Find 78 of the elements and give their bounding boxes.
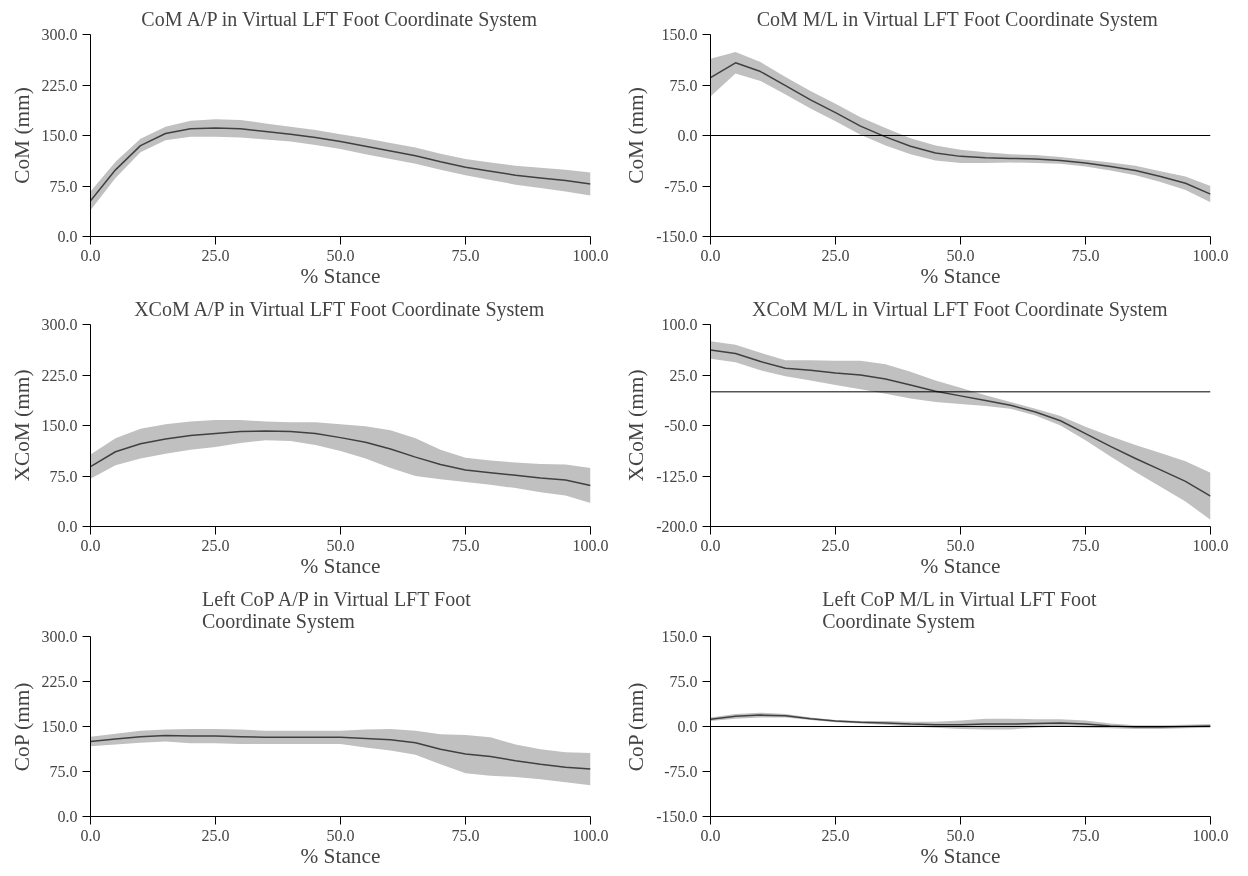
y-tick-label: -150.0	[656, 228, 698, 245]
x-tick-label: 100.0	[572, 246, 609, 264]
y-axis-title: XCoM (mm)	[9, 369, 34, 482]
x-tick-label: 25.0	[201, 536, 230, 554]
y-tick-label: -75.0	[664, 763, 698, 780]
x-tick-label: 50.0	[326, 826, 355, 844]
y-tick-label: -50.0	[664, 417, 698, 434]
x-axis-title: % Stance	[920, 263, 1001, 288]
x-tick-label: 50.0	[326, 246, 355, 264]
x-tick-label: 25.0	[201, 246, 230, 264]
x-tick-label: 25.0	[821, 536, 850, 554]
x-axis-title: % Stance	[920, 553, 1001, 578]
y-tick-label: 150.0	[661, 26, 698, 43]
y-tick-label: 0.0	[57, 228, 78, 245]
x-tick-label: 50.0	[326, 536, 355, 554]
y-axis-title: CoP (mm)	[624, 682, 649, 772]
y-tick-label: 0.0	[57, 518, 78, 535]
x-axis-title: % Stance	[300, 263, 381, 288]
x-tick-label: 0.0	[80, 536, 101, 554]
x-tick-label: 0.0	[700, 246, 721, 264]
x-tick-label: 100.0	[1192, 536, 1229, 554]
x-tick-label: 100.0	[572, 536, 609, 554]
x-tick-label: 100.0	[1192, 246, 1229, 264]
y-tick-label: 75.0	[669, 673, 698, 690]
x-tick-label: 0.0	[700, 826, 721, 844]
y-tick-label: -125.0	[656, 467, 698, 485]
y-tick-label: 75.0	[49, 467, 78, 485]
y-tick-label: -75.0	[664, 177, 698, 195]
y-tick-label: 150.0	[41, 718, 78, 735]
x-tick-label: 25.0	[821, 826, 850, 844]
x-axis-title: % Stance	[920, 843, 1001, 868]
y-tick-label: 225.0	[41, 76, 78, 94]
x-tick-label: 0.0	[80, 246, 101, 264]
chart-title: XCoM A/P in Virtual LFT Foot Coordinate System	[134, 297, 545, 321]
x-axis-title: % Stance	[300, 553, 381, 578]
y-tick-label: -150.0	[656, 808, 698, 825]
y-tick-label: 0.0	[677, 127, 698, 144]
chart-title: CoM M/L in Virtual LFT Foot Coordinate System	[756, 7, 1159, 31]
y-tick-label: 0.0	[57, 808, 78, 825]
y-tick-label: 100.0	[661, 316, 698, 333]
y-tick-label: 0.0	[677, 718, 698, 735]
y-axis-title: CoP (mm)	[9, 682, 34, 772]
chart-title: CoM A/P in Virtual LFT Foot Coordinate System	[141, 7, 538, 31]
y-tick-label: 150.0	[41, 417, 78, 434]
x-tick-label: 75.0	[1071, 536, 1100, 554]
y-axis-title: CoM (mm)	[9, 87, 34, 184]
chart-title: XCoM M/L in Virtual LFT Foot Coordinate System	[751, 297, 1169, 321]
x-tick-label: 50.0	[946, 246, 975, 264]
y-tick-label: 300.0	[41, 316, 78, 333]
y-tick-label: 300.0	[41, 628, 78, 645]
chart-title: Left CoP M/L in Virtual LFT Foot Coordinate System	[822, 587, 1098, 633]
x-tick-label: 50.0	[946, 826, 975, 844]
x-tick-label: 0.0	[80, 826, 101, 844]
y-tick-label: 75.0	[49, 177, 78, 195]
x-tick-label: 50.0	[946, 536, 975, 554]
x-tick-label: 75.0	[451, 536, 480, 554]
y-axis-title: CoM (mm)	[624, 87, 649, 184]
y-tick-label: 150.0	[661, 628, 698, 645]
x-tick-label: 75.0	[451, 246, 480, 264]
x-tick-label: 75.0	[1071, 246, 1100, 264]
x-tick-label: 75.0	[451, 826, 480, 844]
x-axis-title: % Stance	[300, 843, 381, 868]
y-tick-label: 225.0	[41, 366, 78, 384]
x-tick-label: 100.0	[1192, 826, 1229, 844]
y-tick-label: -200.0	[656, 518, 698, 535]
y-tick-label: 150.0	[41, 127, 78, 144]
x-tick-label: 25.0	[201, 826, 230, 844]
x-tick-label: 0.0	[700, 536, 721, 554]
x-tick-label: 100.0	[572, 826, 609, 844]
chart-title: Left CoP A/P in Virtual LFT Foot Coordinate System	[201, 587, 472, 633]
y-axis-title: XCoM (mm)	[624, 369, 649, 482]
x-tick-label: 75.0	[1071, 826, 1100, 844]
x-tick-label: 25.0	[821, 246, 850, 264]
y-tick-label: 75.0	[49, 763, 78, 780]
y-tick-label: 25.0	[669, 366, 698, 384]
y-tick-label: 75.0	[669, 76, 698, 94]
y-tick-label: 300.0	[41, 26, 78, 43]
y-tick-label: 225.0	[41, 673, 78, 690]
